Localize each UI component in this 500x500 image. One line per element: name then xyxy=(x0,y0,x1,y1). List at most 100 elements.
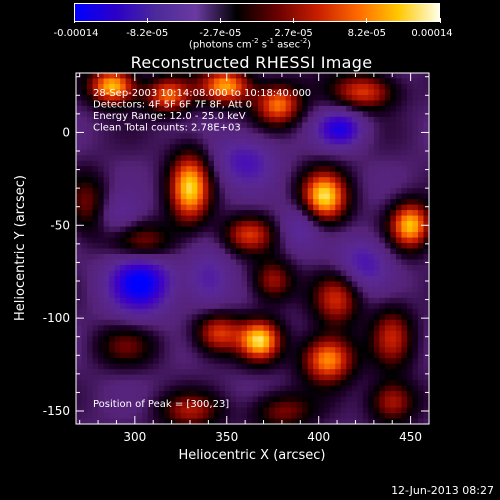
heatmap-cell xyxy=(136,215,143,222)
heatmap-cell xyxy=(241,199,248,206)
heatmap-cell xyxy=(114,188,121,195)
heatmap-cell xyxy=(191,319,198,326)
heatmap-cell xyxy=(390,105,397,112)
heatmap-cell xyxy=(164,413,171,420)
heatmap-cell xyxy=(412,330,419,337)
heatmap-cell xyxy=(164,149,171,156)
heatmap-cell xyxy=(131,363,138,370)
heatmap-cell xyxy=(246,369,254,376)
heatmap-cell xyxy=(302,253,309,261)
heatmap-cell xyxy=(252,380,259,387)
heatmap-cell xyxy=(186,122,193,129)
heatmap-cell xyxy=(114,336,121,343)
heatmap-cell xyxy=(379,122,386,129)
heatmap-cell xyxy=(313,253,320,261)
heatmap-cell xyxy=(379,396,386,403)
heatmap-cell xyxy=(285,188,292,195)
heatmap-cell xyxy=(379,281,386,288)
heatmap-cell xyxy=(274,248,281,255)
heatmap-cell xyxy=(401,237,408,244)
heatmap-cell xyxy=(158,363,165,370)
heatmap-cell xyxy=(252,144,259,151)
heatmap-cell xyxy=(92,160,99,167)
heatmap-cell xyxy=(269,210,276,217)
heatmap-cell xyxy=(103,418,110,425)
heatmap-cell xyxy=(109,281,116,288)
heatmap-cell xyxy=(263,358,270,365)
heatmap-cell xyxy=(208,182,215,189)
heatmap-cell xyxy=(368,166,375,173)
heatmap-cell xyxy=(258,253,265,261)
heatmap-cell xyxy=(252,122,259,129)
heatmap-cell xyxy=(235,127,243,134)
heatmap-cell xyxy=(357,402,364,409)
heatmap-cell xyxy=(208,149,215,156)
heatmap-cell xyxy=(125,380,132,387)
heatmap-cell xyxy=(246,270,254,277)
heatmap-cell xyxy=(423,133,430,140)
heatmap-cell xyxy=(291,122,298,129)
heatmap-cell xyxy=(147,237,154,244)
heatmap-cell xyxy=(103,292,110,299)
heatmap-cell xyxy=(412,210,419,217)
heatmap-cell xyxy=(76,122,83,129)
heatmap-cell xyxy=(142,133,149,140)
heatmap-cell xyxy=(197,100,204,107)
heatmap-cell xyxy=(307,210,314,217)
heatmap-cell xyxy=(324,78,331,85)
heatmap-cell xyxy=(291,259,298,266)
heatmap-cell xyxy=(269,221,276,228)
heatmap-cell xyxy=(412,369,419,376)
heatmap-cell xyxy=(401,319,408,326)
heatmap-cell xyxy=(351,303,358,310)
heatmap-cell xyxy=(186,127,193,134)
heatmap-cell xyxy=(274,133,281,140)
heatmap-cell xyxy=(395,199,403,206)
heatmap-cell xyxy=(142,369,149,376)
heatmap-cell xyxy=(340,210,347,217)
heatmap-cell xyxy=(357,177,364,184)
heatmap-cell xyxy=(147,385,154,392)
heatmap-cell xyxy=(252,385,259,392)
heatmap-cell xyxy=(197,199,204,206)
heatmap-cell xyxy=(81,396,88,403)
heatmap-cell xyxy=(302,341,309,348)
heatmap-cell xyxy=(235,237,243,244)
colorbar xyxy=(74,3,440,22)
heatmap-cell xyxy=(103,369,110,376)
heatmap-cell xyxy=(87,83,94,91)
heatmap-cell xyxy=(280,275,287,282)
heatmap-cell xyxy=(230,380,237,387)
heatmap-cell xyxy=(285,314,292,321)
heatmap-cell xyxy=(395,341,403,348)
heatmap-cell xyxy=(390,100,397,107)
heatmap-cell xyxy=(147,369,154,376)
heatmap-cell xyxy=(291,160,298,167)
heatmap-cell xyxy=(87,94,94,102)
heatmap-cell xyxy=(219,292,226,299)
heatmap-cell xyxy=(241,319,248,326)
heatmap-cell xyxy=(362,253,369,261)
heatmap-cell xyxy=(76,325,83,332)
heatmap-cell xyxy=(114,385,121,392)
heatmap-cell xyxy=(103,199,110,206)
heatmap-cell xyxy=(180,308,187,315)
heatmap-cell xyxy=(390,193,397,200)
heatmap-cell xyxy=(208,358,215,365)
heatmap-cell xyxy=(103,94,110,102)
heatmap-cell xyxy=(76,160,83,167)
heatmap-cell xyxy=(125,396,132,403)
heatmap-cell xyxy=(423,264,430,272)
heatmap-cell xyxy=(252,264,259,272)
heatmap-cell xyxy=(357,78,364,85)
heatmap-cell xyxy=(180,160,187,167)
heatmap-cell xyxy=(302,204,309,211)
heatmap-cell xyxy=(291,325,298,332)
heatmap-cell xyxy=(241,418,248,425)
heatmap-cell xyxy=(175,221,182,228)
heatmap-cell xyxy=(114,325,121,332)
heatmap-cell xyxy=(417,204,425,211)
heatmap-cell xyxy=(280,226,287,233)
heatmap-cell xyxy=(318,374,325,381)
heatmap-cell xyxy=(219,330,226,337)
